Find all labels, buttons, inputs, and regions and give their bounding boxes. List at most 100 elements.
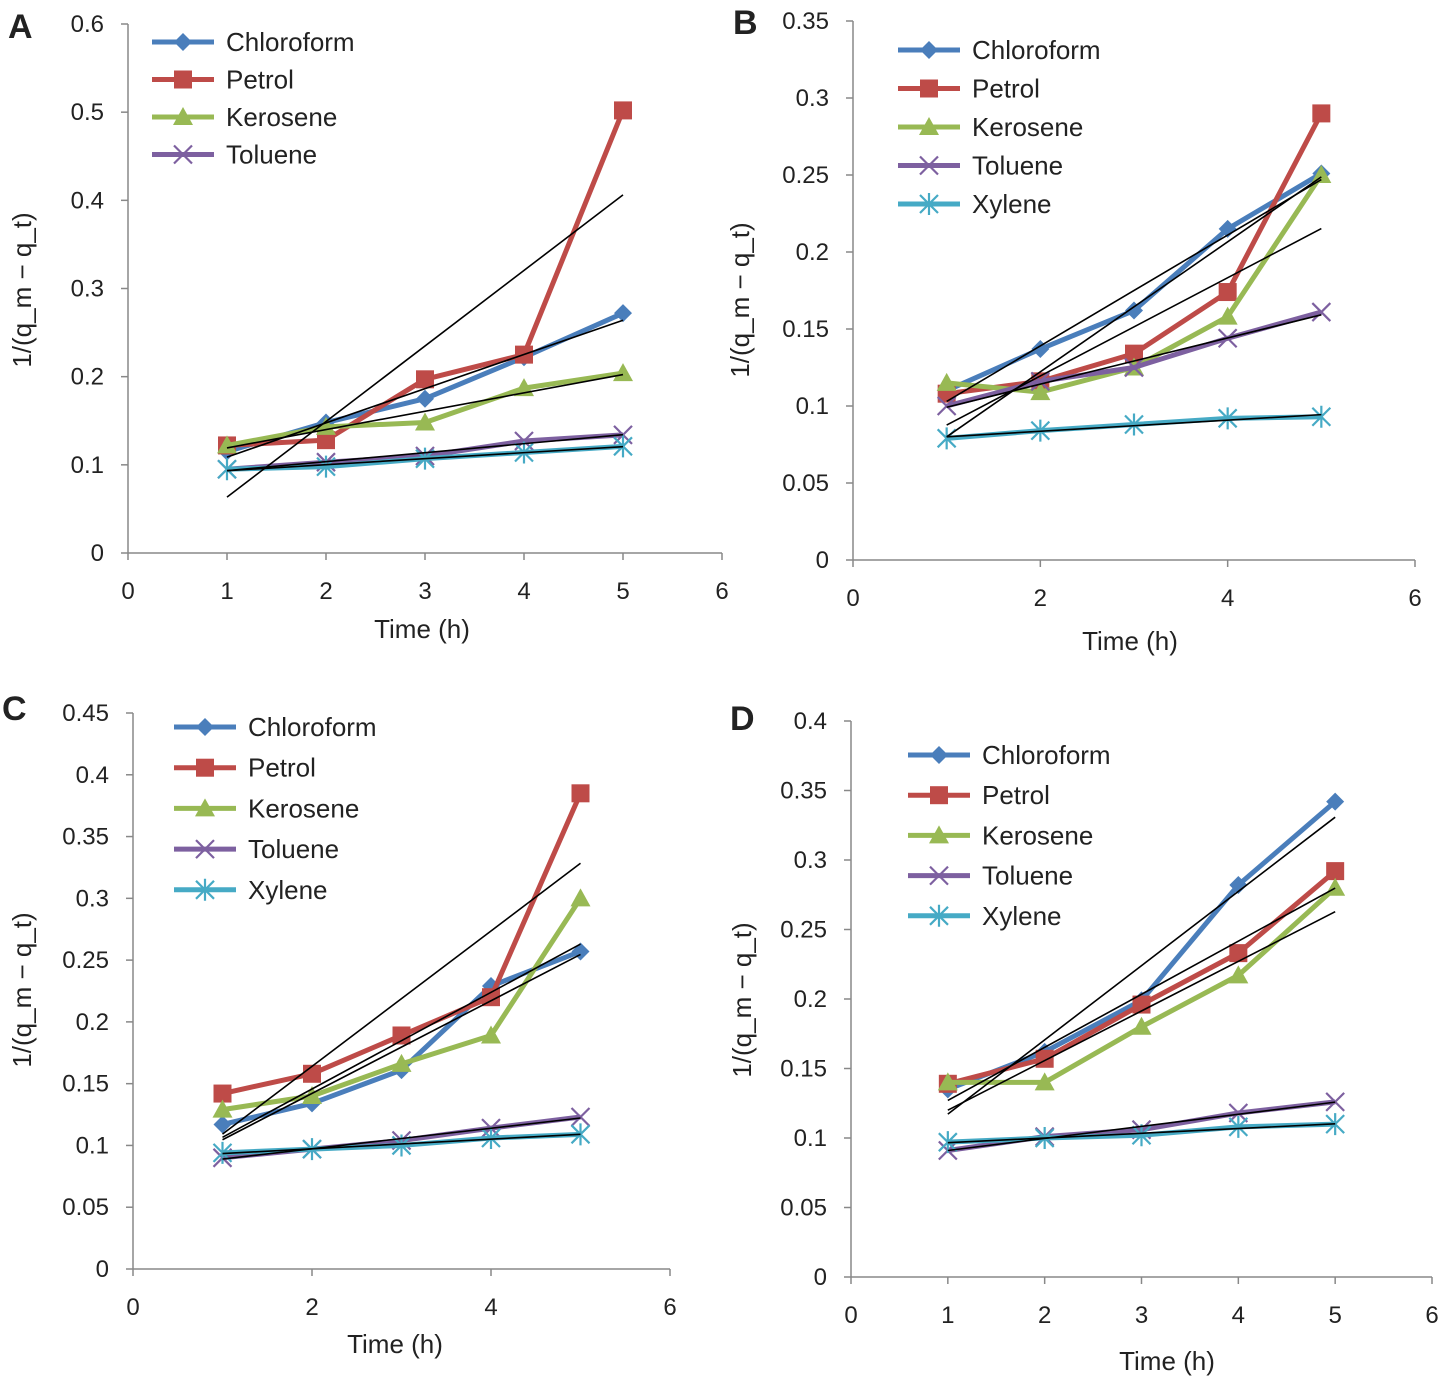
data-point [1030, 382, 1051, 401]
data-point [570, 888, 591, 907]
data-point [570, 1123, 591, 1146]
panel-a: A 0 0.1 0.2 0.3 0.4 0.5 0.6 0 1 2 3 4 5 6 Time (h) 1/(q_… [7, 8, 729, 644]
y-tick-label: 0.1 [76, 1132, 109, 1159]
legend-marker [920, 79, 938, 98]
series-xylene [936, 405, 1332, 450]
legend-marker [195, 878, 215, 901]
trendline-toluene [947, 1101, 1336, 1152]
trendline-chloroform [946, 178, 1322, 403]
data-point [613, 363, 633, 382]
panel-label: C [2, 690, 27, 728]
y-tick-label: 0 [91, 540, 104, 567]
legend-marker [195, 839, 215, 859]
data-point [1131, 1016, 1152, 1035]
y-tick-label: 0.2 [71, 364, 104, 391]
trendline-toluene [226, 433, 624, 472]
data-point [1326, 862, 1345, 881]
data-point [1228, 965, 1249, 984]
x-axis-label: Time (h) [1119, 1346, 1215, 1376]
x-tick-label: 0 [126, 1294, 139, 1321]
x-axis-label: Time (h) [374, 614, 470, 644]
legend-label: Kerosene [226, 102, 337, 132]
y-tick-label: 0.1 [794, 1125, 827, 1152]
legend-label: Petrol [248, 753, 316, 783]
x-axis-label: Time (h) [347, 1329, 443, 1359]
data-point [391, 1053, 412, 1072]
data-point [1325, 1092, 1345, 1112]
series-petrol [218, 101, 632, 455]
y-tick-label: 0.35 [62, 824, 109, 851]
legend-marker [929, 904, 949, 927]
y-tick-label: 0.6 [71, 11, 104, 38]
data-point [302, 1086, 322, 1105]
legend-marker [174, 33, 192, 51]
legend-marker [919, 117, 939, 135]
y-tick-label: 0.2 [76, 1009, 109, 1036]
series-kerosene [937, 877, 1346, 1091]
y-tick-label: 0.05 [782, 470, 829, 497]
x-tick-label: 0 [121, 578, 134, 605]
legend-marker [920, 41, 938, 59]
y-tick-label: 0.05 [780, 1195, 827, 1222]
data-point [1229, 944, 1248, 963]
x-tick-label: 2 [1038, 1302, 1051, 1329]
data-point [303, 1064, 321, 1083]
trendline-xylene [947, 1123, 1336, 1144]
y-tick-label: 0 [96, 1256, 109, 1283]
data-point [217, 458, 237, 481]
y-tick-label: 0.15 [782, 316, 829, 343]
y-tick-label: 0.4 [71, 187, 104, 214]
legend-marker [196, 718, 214, 736]
data-point [1311, 302, 1332, 322]
data-point [415, 412, 435, 431]
x-tick-label: 4 [484, 1294, 497, 1321]
trendline-kerosene [226, 373, 624, 449]
y-tick-label: 0.05 [62, 1194, 109, 1221]
legend-marker [174, 70, 192, 89]
legend-label: Kerosene [972, 112, 1083, 142]
legend-item: Toluene [908, 861, 1073, 891]
y-tick-label: 0.25 [62, 947, 109, 974]
data-point [213, 1084, 232, 1103]
data-point [1326, 792, 1345, 811]
y-tick-label: 0 [816, 547, 829, 574]
y-tick-label: 0.2 [796, 239, 829, 266]
legend-item: Xylene [898, 189, 1052, 219]
panel-label: B [733, 4, 758, 42]
x-tick-label: 4 [517, 578, 530, 605]
trendline-toluene [222, 1117, 581, 1160]
y-axis-label: 1/(q_m − q_t) [7, 212, 37, 367]
y-tick-label: 0.25 [782, 162, 829, 189]
y-tick-label: 0.35 [782, 8, 829, 35]
x-tick-label: 2 [319, 578, 332, 605]
y-tick-label: 0.45 [62, 700, 109, 727]
data-point [1311, 405, 1332, 428]
trendline-kerosene [947, 910, 1336, 1111]
data-point [1218, 219, 1237, 238]
legend-item: Petrol [898, 74, 1040, 104]
panel-label: D [730, 700, 755, 738]
y-axis-label: 1/(q_m − q_t) [727, 922, 757, 1077]
data-point [1217, 407, 1238, 430]
x-tick-label: 1 [941, 1302, 954, 1329]
data-point [1228, 1103, 1249, 1123]
legend-label: Toluene [972, 151, 1063, 181]
trendline-kerosene [222, 943, 581, 1138]
legend-label: Xylene [248, 875, 328, 905]
data-point [482, 988, 500, 1007]
x-tick-label: 3 [1135, 1302, 1148, 1329]
data-point [212, 1099, 233, 1118]
data-point [392, 1026, 411, 1045]
x-tick-label: 0 [846, 585, 859, 612]
y-tick-label: 0.3 [796, 85, 829, 112]
x-tick-label: 5 [616, 578, 629, 605]
trendline-petrol [222, 862, 581, 1135]
legend-label: Petrol [972, 74, 1040, 104]
y-tick-label: 0.5 [71, 99, 104, 126]
trendline-toluene [946, 314, 1322, 409]
x-tick-label: 0 [844, 1302, 857, 1329]
x-tick-label: 6 [1425, 1302, 1438, 1329]
y-tick-label: 0.1 [71, 452, 104, 479]
